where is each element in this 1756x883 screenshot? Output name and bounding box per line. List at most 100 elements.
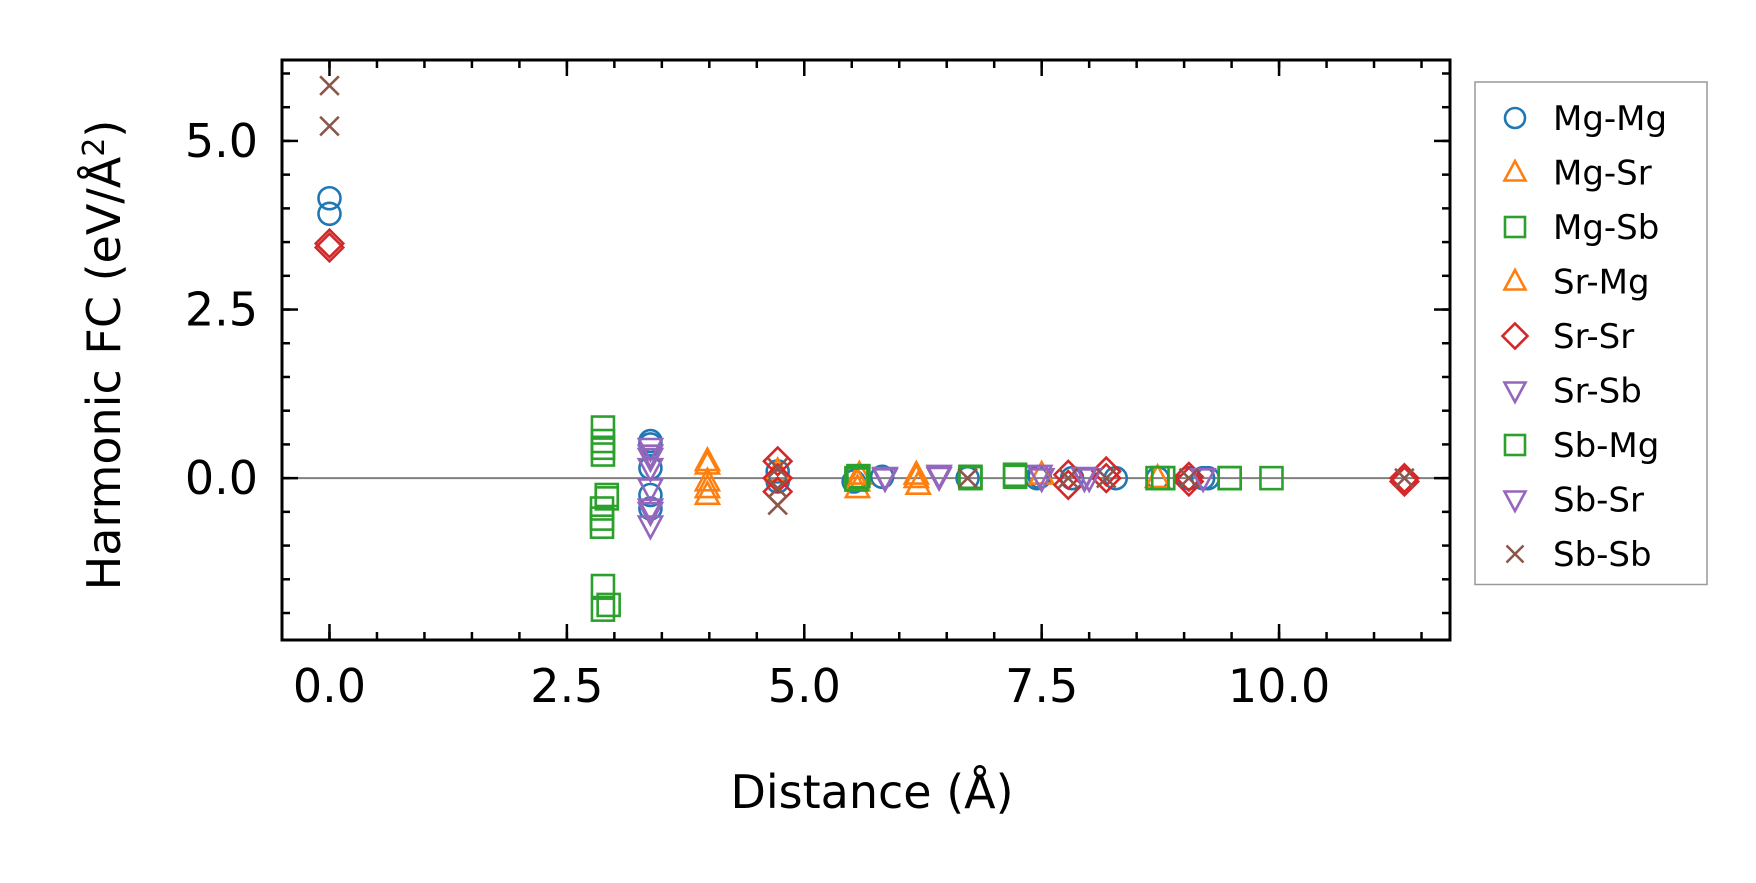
data-point bbox=[767, 457, 788, 479]
y-tick-label: 0.0 bbox=[185, 451, 258, 505]
data-point bbox=[590, 573, 616, 599]
data-point bbox=[1259, 465, 1284, 491]
data-point bbox=[1173, 465, 1205, 498]
y-axis-title-sup: 2 bbox=[77, 138, 112, 157]
data-point bbox=[902, 462, 931, 489]
data-point bbox=[1388, 462, 1421, 494]
data-point bbox=[590, 435, 616, 461]
data-point bbox=[845, 459, 874, 485]
data-point bbox=[319, 75, 340, 96]
legend-item: Mg-Sr bbox=[1502, 154, 1652, 194]
legend-item: Mg-Sb bbox=[1503, 208, 1659, 248]
legend-label: Sb-Sb bbox=[1553, 535, 1652, 575]
legend-marker bbox=[1502, 267, 1528, 291]
legend-label: Mg-Sr bbox=[1553, 154, 1652, 194]
data-point bbox=[317, 185, 342, 211]
legend-label: Mg-Sb bbox=[1553, 208, 1659, 248]
data-point bbox=[319, 115, 340, 137]
legend-item: Sb-Sb bbox=[1505, 535, 1652, 575]
plot-area bbox=[282, 75, 1450, 622]
data-point bbox=[762, 462, 794, 494]
legend-label: Sr-Sr bbox=[1553, 317, 1634, 357]
legend-marker bbox=[1502, 490, 1528, 514]
legend-item: Sb-Sr bbox=[1502, 481, 1644, 521]
legend-label: Sb-Mg bbox=[1553, 426, 1659, 466]
data-point bbox=[636, 501, 665, 528]
data-point bbox=[1002, 464, 1028, 490]
data-point bbox=[844, 467, 869, 492]
data-point bbox=[1150, 465, 1176, 491]
legend-item: Sr-Mg bbox=[1502, 263, 1650, 303]
legend-item: Sr-Sr bbox=[1500, 317, 1634, 357]
data-point bbox=[693, 479, 722, 506]
data-point bbox=[957, 467, 978, 489]
data-point bbox=[1070, 468, 1099, 494]
legend: Mg-Mg Mg-Sr Mg-Sb Sr-Mg Sr-Sr Sr-Sb Sb-Mg Sb-Sr… bbox=[1474, 81, 1708, 586]
data-point bbox=[638, 482, 663, 508]
data-point bbox=[317, 201, 342, 227]
legend-marker bbox=[1502, 381, 1528, 405]
data-point bbox=[1217, 465, 1242, 491]
y-axis-title-main: Harmonic FC (eV/Å bbox=[77, 156, 131, 590]
data-point bbox=[958, 464, 983, 490]
legend-marker bbox=[1502, 158, 1528, 182]
data-point bbox=[693, 472, 722, 499]
legend-marker bbox=[1500, 321, 1530, 351]
legend-item: Sr-Sb bbox=[1502, 372, 1642, 412]
data-point bbox=[590, 597, 616, 622]
data-point bbox=[636, 478, 665, 504]
data-point bbox=[1057, 467, 1079, 489]
data-point bbox=[904, 469, 932, 495]
series-sb-sr bbox=[636, 444, 1099, 528]
data-point bbox=[636, 457, 665, 484]
x-tick-label: 0.0 bbox=[293, 659, 366, 713]
legend-label: Sr-Mg bbox=[1553, 263, 1650, 303]
legend-item: Sb-Mg bbox=[1503, 426, 1659, 466]
x-tick-label: 2.5 bbox=[530, 659, 603, 713]
x-tick-label: 5.0 bbox=[768, 659, 841, 713]
y-tick-label: 5.0 bbox=[185, 114, 258, 168]
data-point bbox=[762, 445, 794, 477]
data-point bbox=[693, 466, 722, 492]
x-axis-title: Distance (Å) bbox=[730, 765, 1013, 819]
axis-ticks bbox=[280, 60, 1450, 640]
series-sb-sb bbox=[319, 75, 1415, 516]
data-point bbox=[638, 432, 663, 457]
data-point bbox=[767, 477, 788, 499]
data-point bbox=[589, 514, 615, 539]
data-point bbox=[594, 486, 620, 511]
data-point bbox=[1095, 467, 1117, 489]
legend-label: Mg-Mg bbox=[1553, 99, 1667, 139]
x-tick-label: 10.0 bbox=[1228, 659, 1330, 713]
legend-marker bbox=[1505, 544, 1525, 564]
legend-marker bbox=[1503, 433, 1527, 457]
y-axis-title: Harmonic FC (eV/Å2) bbox=[77, 120, 131, 591]
series-sb-mg bbox=[590, 435, 1242, 511]
data-point bbox=[596, 592, 621, 618]
data-point bbox=[846, 463, 871, 489]
legend-marker bbox=[1503, 215, 1527, 239]
y-tick-label: 2.5 bbox=[185, 283, 258, 337]
data-point bbox=[871, 468, 899, 494]
data-point bbox=[313, 231, 346, 264]
data-point bbox=[925, 466, 953, 493]
data-point bbox=[767, 494, 788, 516]
plot-frame bbox=[280, 58, 1452, 642]
data-point bbox=[636, 498, 665, 524]
data-point bbox=[636, 515, 665, 541]
legend-label: Sb-Sr bbox=[1553, 481, 1644, 521]
data-point bbox=[1394, 467, 1415, 489]
legend-marker bbox=[1503, 106, 1527, 130]
data-point bbox=[902, 459, 931, 485]
legend-label: Sr-Sb bbox=[1553, 372, 1642, 412]
data-point bbox=[313, 227, 346, 260]
data-point bbox=[1178, 467, 1200, 489]
data-point bbox=[1027, 468, 1056, 494]
data-point bbox=[1388, 465, 1421, 498]
data-point bbox=[1189, 468, 1217, 494]
x-tick-label: 7.5 bbox=[1005, 659, 1078, 713]
data-point bbox=[636, 444, 665, 470]
data-point bbox=[590, 415, 616, 440]
